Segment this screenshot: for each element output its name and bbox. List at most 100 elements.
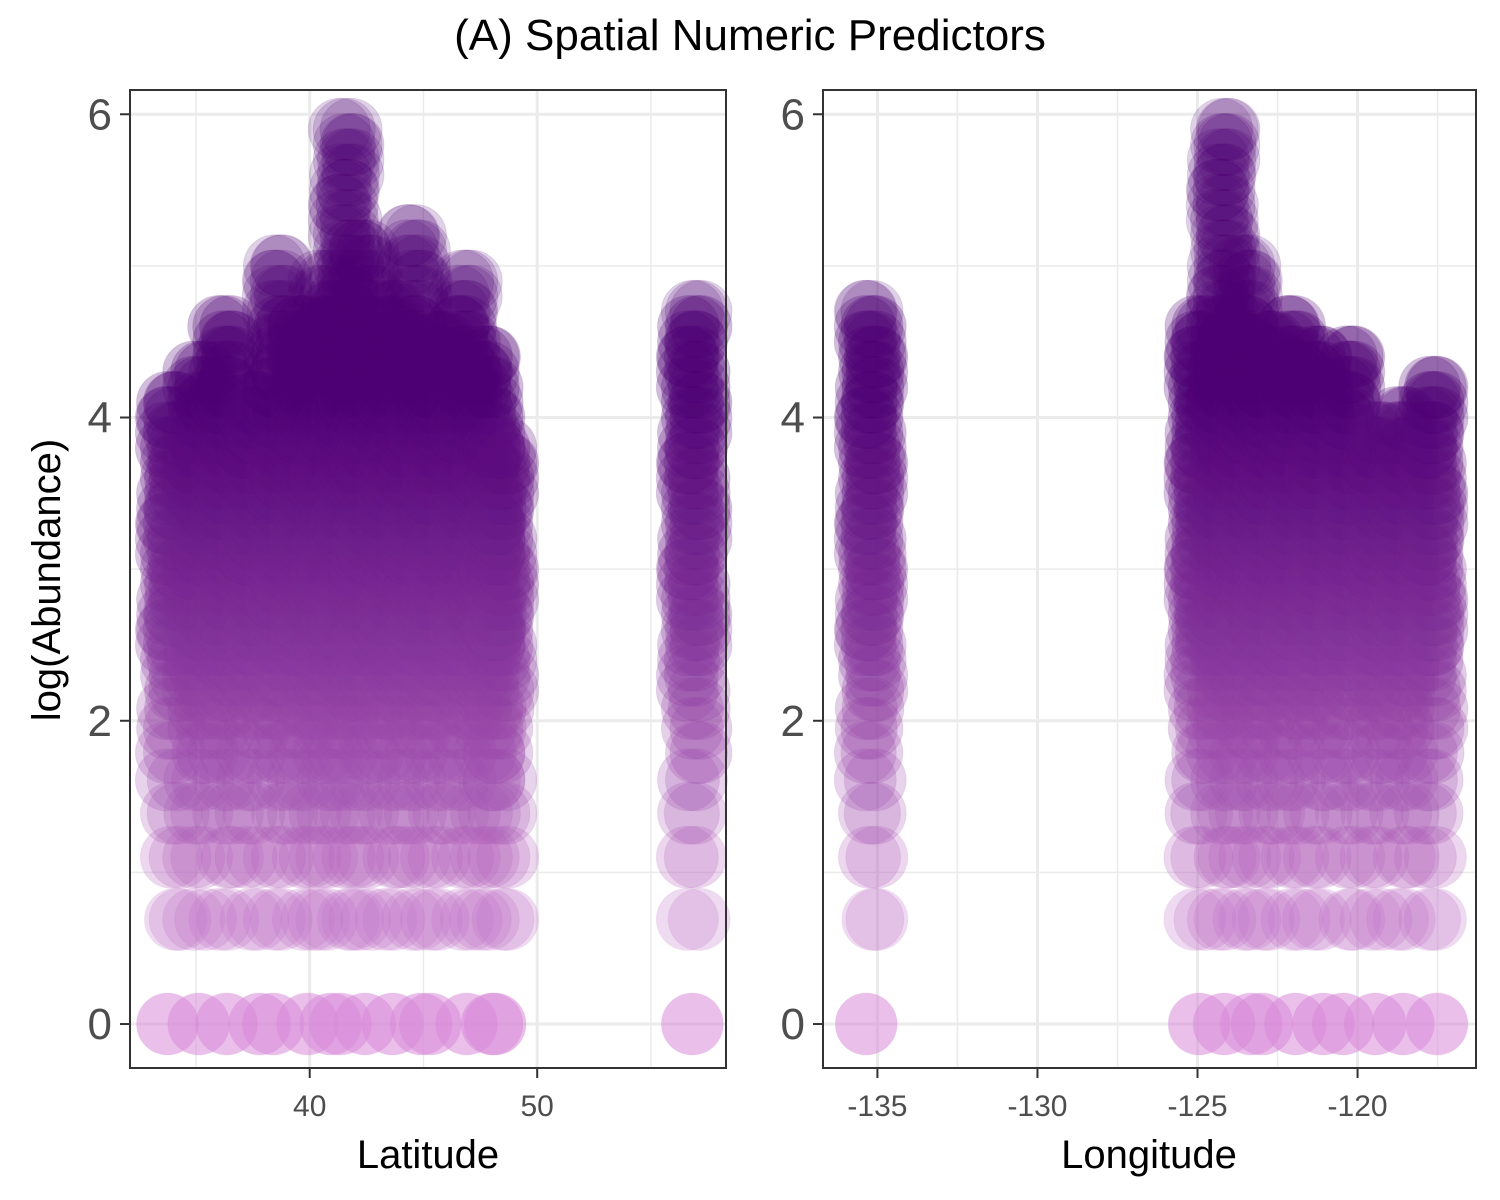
- data-point: [845, 887, 909, 951]
- data-point: [456, 355, 520, 419]
- data-point: [196, 340, 260, 404]
- data-point: [476, 567, 540, 631]
- data-point: [143, 552, 207, 616]
- data-point: [226, 825, 290, 889]
- data-point: [148, 887, 212, 951]
- data-point: [667, 446, 731, 510]
- data-point: [471, 583, 535, 647]
- data-point: [295, 567, 359, 631]
- data-point: [222, 748, 286, 812]
- data-point: [426, 295, 490, 359]
- data-point: [361, 370, 425, 434]
- data-point: [381, 264, 445, 328]
- data-point: [199, 721, 263, 785]
- data-point: [462, 598, 526, 662]
- data-point: [463, 583, 527, 647]
- data-point: [250, 643, 314, 707]
- data-point: [337, 598, 401, 662]
- data-point: [340, 583, 404, 647]
- data-point: [426, 310, 490, 374]
- data-point: [321, 219, 385, 283]
- data-point: [385, 696, 449, 760]
- data-point: [287, 264, 351, 328]
- data-point: [476, 658, 540, 722]
- data-point: [437, 628, 501, 692]
- data-point: [228, 386, 292, 450]
- data-point: [312, 552, 376, 616]
- data-point: [171, 613, 235, 677]
- data-point: [253, 279, 317, 343]
- data-point: [312, 416, 376, 480]
- data-point: [365, 416, 429, 480]
- data-point: [406, 461, 470, 525]
- data-point: [403, 401, 467, 465]
- data-point: [437, 781, 501, 845]
- data-point: [399, 431, 463, 495]
- data-point: [267, 492, 331, 556]
- data-point: [383, 219, 447, 283]
- data-point: [274, 613, 338, 677]
- data-point: [453, 721, 517, 785]
- data-point: [308, 173, 372, 237]
- data-point: [376, 310, 440, 374]
- data-point: [188, 658, 252, 722]
- data-point: [199, 492, 263, 556]
- data-point: [337, 310, 401, 374]
- data-point: [274, 598, 338, 662]
- data-point: [250, 537, 314, 601]
- data-point: [476, 825, 540, 889]
- data-point: [148, 431, 212, 495]
- data-point: [288, 628, 352, 692]
- data-point: [249, 264, 313, 328]
- data-point: [274, 295, 338, 359]
- data-point: [341, 613, 405, 677]
- data-point: [299, 677, 363, 741]
- data-point: [463, 492, 527, 556]
- data-point: [136, 677, 200, 741]
- data-point: [162, 552, 226, 616]
- data-point: [353, 721, 417, 785]
- data-point: [170, 522, 234, 586]
- data-point: [362, 446, 426, 510]
- data-point: [308, 158, 372, 222]
- data-point: [300, 386, 364, 450]
- data-point: [196, 567, 260, 631]
- data-point: [398, 696, 462, 760]
- data-point: [139, 431, 203, 495]
- data-point: [242, 249, 306, 313]
- data-point: [448, 658, 512, 722]
- data-point: [328, 552, 392, 616]
- data-point: [292, 598, 356, 662]
- data-point: [215, 416, 279, 480]
- data-point: [222, 628, 286, 692]
- data-point: [341, 386, 405, 450]
- data-point: [249, 583, 313, 647]
- data-point: [435, 696, 499, 760]
- data-point: [222, 613, 286, 677]
- data-point: [383, 204, 447, 268]
- data-point: [175, 598, 239, 662]
- data-point: [241, 370, 305, 434]
- data-point: [377, 386, 441, 450]
- data-point: [385, 583, 449, 647]
- data-point: [321, 431, 385, 495]
- data-point: [381, 340, 445, 404]
- data-point: [321, 143, 385, 207]
- data-point: [267, 696, 331, 760]
- data-point: [246, 522, 310, 586]
- data-point: [170, 431, 234, 495]
- data-point: [195, 583, 259, 647]
- data-point: [241, 461, 305, 525]
- data-point: [287, 677, 351, 741]
- data-point: [431, 887, 495, 951]
- data-point: [308, 143, 372, 207]
- data-point: [387, 446, 451, 510]
- data-point: [199, 507, 263, 571]
- data-point: [241, 386, 305, 450]
- data-point: [175, 401, 239, 465]
- data-point: [462, 492, 526, 556]
- data-point: [255, 325, 319, 389]
- data-point: [669, 696, 733, 760]
- data-point: [365, 507, 429, 571]
- data-point: [385, 264, 449, 328]
